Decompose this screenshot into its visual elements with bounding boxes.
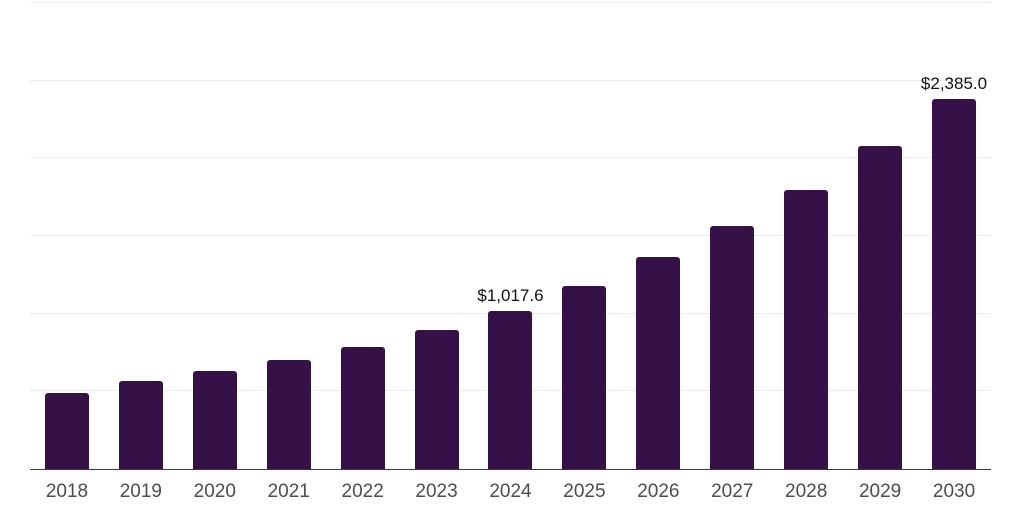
x-tick-label-2023: 2023 (415, 481, 458, 502)
gridline (30, 157, 991, 159)
x-tick-label-2022: 2022 (341, 481, 384, 502)
x-tick-label-2025: 2025 (563, 481, 606, 502)
bar-2019 (118, 380, 163, 469)
gridline (30, 2, 991, 3)
bar-slot (621, 3, 695, 469)
bar-slot (843, 3, 917, 469)
bar-slot: $2,385.0 (917, 3, 991, 469)
bar-slot (400, 3, 474, 469)
x-tick-label-2020: 2020 (193, 481, 236, 502)
x-tick-label-2019: 2019 (119, 481, 163, 502)
bar-series: $1,017.6 $2,385.0 (30, 3, 991, 469)
gridline (30, 235, 991, 236)
gridline (30, 79, 991, 81)
bar-2022 (340, 346, 385, 469)
x-tick-label-2028: 2028 (785, 481, 828, 502)
bar-slot (547, 3, 621, 469)
bar-slot (252, 3, 326, 469)
bar-2021 (266, 359, 311, 469)
plot-area: $1,017.6 $2,385.0 (30, 2, 991, 470)
x-tick-label-2024: 2024 (489, 481, 532, 502)
bar-slot (326, 3, 400, 469)
x-tick-label-2030: 2030 (932, 481, 976, 502)
value-label-2024: $1,017.6 (477, 285, 544, 305)
x-axis-labels: 2018 2019 2020 2021 2022 2023 2024 2025 2026 2027… (30, 481, 991, 503)
bar-2024: $1,017.6 (477, 286, 544, 469)
bar-2025 (562, 286, 607, 469)
x-tick-label-2027: 2027 (711, 481, 754, 502)
bar-2026 (636, 257, 681, 469)
bar-slot (30, 3, 104, 469)
bar-2030: $2,385.0 (921, 74, 987, 469)
bar-2020 (192, 370, 237, 469)
x-tick-label-2026: 2026 (637, 481, 680, 502)
value-label-2030: $2,385.0 (920, 73, 988, 93)
bar-2029 (858, 145, 903, 469)
bar-2028 (784, 189, 829, 469)
bar-2018 (44, 392, 89, 469)
x-tick-label-2021: 2021 (267, 481, 310, 502)
x-tick-label-2018: 2018 (45, 481, 89, 502)
bar-slot: $1,017.6 (474, 3, 548, 469)
bar-slot (104, 3, 178, 469)
bar-slot (695, 3, 769, 469)
bar-2023 (414, 329, 459, 469)
bar-slot (769, 3, 843, 469)
bar-slot (178, 3, 252, 469)
x-tick-label-2029: 2029 (858, 481, 902, 502)
bar-2027 (710, 226, 755, 469)
